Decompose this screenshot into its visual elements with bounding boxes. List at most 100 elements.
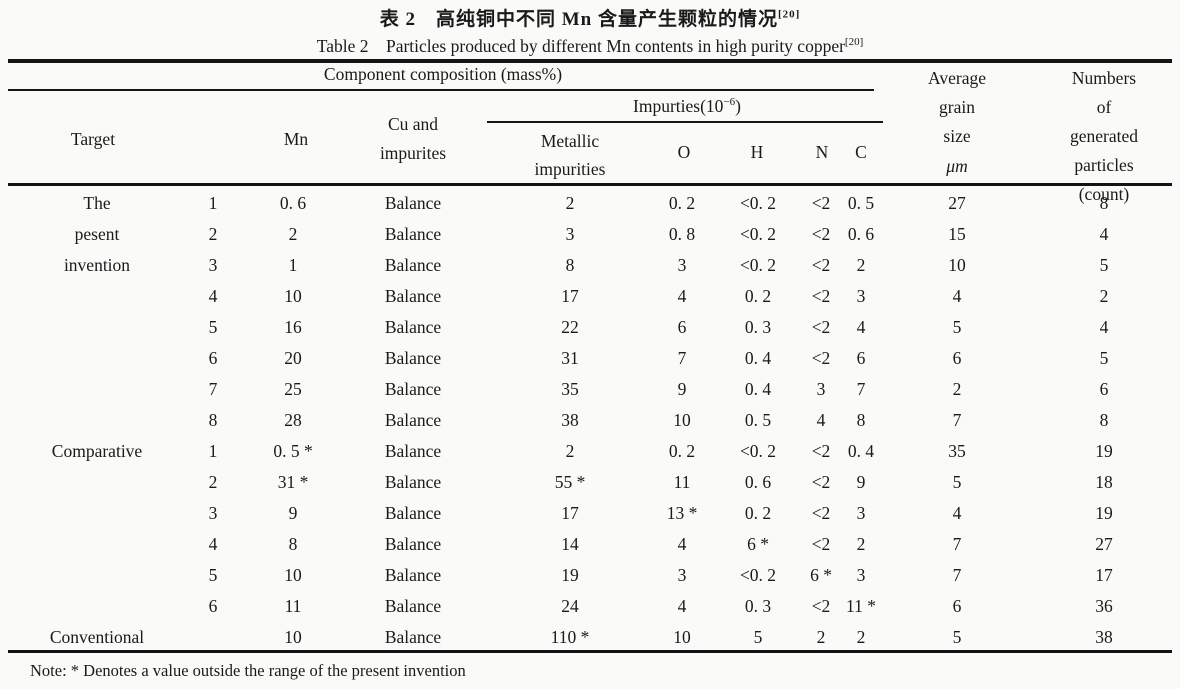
cell-particles: 19 — [1095, 503, 1113, 523]
cell-n: <2 — [811, 441, 831, 461]
cell-no: 2 — [208, 472, 218, 492]
cell-grain: 4 — [952, 503, 962, 523]
cell-mn: 2 — [288, 224, 298, 244]
cell-grain: 15 — [948, 224, 966, 244]
cell-grain: 5 — [952, 317, 962, 337]
table-row: 6 20 Balance 31 7 0. 4 <2 6 6 5 — [0, 343, 1180, 374]
cell-target: The — [83, 193, 111, 213]
cell-cu: Balance — [384, 348, 442, 368]
cell-metallic: 110 * — [550, 627, 590, 647]
cell-h: 0. 2 — [744, 286, 772, 306]
cell-c: 7 — [856, 379, 866, 399]
cell-h: <0. 2 — [739, 441, 777, 461]
cell-mn: 28 — [284, 410, 302, 430]
cell-particles: 17 — [1095, 565, 1113, 585]
cell-particles: 8 — [1099, 410, 1109, 430]
cell-c: 2 — [856, 534, 866, 554]
cell-n: <2 — [811, 472, 831, 492]
header-bottom-rule — [8, 183, 1172, 186]
cell-particles: 36 — [1095, 596, 1113, 616]
table-bottom-rule — [8, 650, 1172, 653]
cell-mn: 1 — [288, 255, 298, 275]
cell-target: invention — [63, 255, 131, 275]
cell-c: 2 — [856, 627, 866, 647]
cell-o: 11 — [673, 472, 691, 492]
cell-mn: 8 — [288, 534, 298, 554]
caption-en-text: Table 2 Particles produced by different … — [316, 36, 845, 56]
cell-n: 6 * — [810, 565, 832, 585]
cell-grain: 4 — [952, 286, 962, 306]
cell-n: <2 — [811, 534, 831, 554]
cell-n: 3 — [816, 379, 826, 399]
table-row: pesent 2 2 Balance 3 0. 8 <0. 2 <2 0. 6 15 4 — [0, 219, 1180, 250]
table-row: 6 11 Balance 24 4 0. 3 <2 11 * 6 36 — [0, 591, 1180, 622]
cell-c: 3 — [856, 286, 866, 306]
cell-cu: Balance — [384, 627, 442, 647]
cell-no: 6 — [208, 596, 218, 616]
cell-grain: 5 — [952, 627, 962, 647]
component-composition-rule — [8, 89, 874, 91]
cell-no: 2 — [208, 224, 218, 244]
cell-cu: Balance — [384, 255, 442, 275]
cell-no: 6 — [208, 348, 218, 368]
header-oxygen: O — [677, 142, 691, 162]
cell-particles: 4 — [1099, 317, 1109, 337]
cell-particles: 8 — [1099, 193, 1109, 213]
cell-n: <2 — [811, 348, 831, 368]
table-row: 2 31 * Balance 55 * 11 0. 6 <2 9 5 18 — [0, 467, 1180, 498]
cell-cu: Balance — [384, 534, 442, 554]
table-caption-chinese: 表 2 高纯铜中不同 Mn 含量产生颗粒的情况[20] — [380, 4, 801, 31]
cell-particles: 18 — [1095, 472, 1113, 492]
cell-h: 0. 4 — [744, 379, 772, 399]
table-caption-english: Table 2 Particles produced by different … — [317, 33, 864, 58]
cell-o: 6 — [677, 317, 687, 337]
table-row: 5 10 Balance 19 3 <0. 2 6 * 3 7 17 — [0, 560, 1180, 591]
cell-o: 10 — [673, 410, 691, 430]
table-row: Comparative 1 0. 5 * Balance 2 0. 2 <0. 2 <2 0. … — [0, 436, 1180, 467]
cell-n: <2 — [811, 503, 831, 523]
table-row: 5 16 Balance 22 6 0. 3 <2 4 5 4 — [0, 312, 1180, 343]
table-footnote: Note: * Denotes a value outside the rang… — [30, 661, 466, 680]
cell-particles: 5 — [1099, 348, 1109, 368]
cell-grain: 27 — [948, 193, 966, 213]
cell-no: 7 — [208, 379, 218, 399]
cell-h: 5 — [753, 627, 763, 647]
table-row: 4 8 Balance 14 4 6 * <2 2 7 27 — [0, 529, 1180, 560]
cell-grain: 6 — [952, 596, 962, 616]
cell-mn: 11 — [284, 596, 302, 616]
cell-particles: 38 — [1095, 627, 1113, 647]
cell-o: 9 — [677, 379, 687, 399]
cell-metallic: 2 — [565, 441, 575, 461]
table-row: Conventional 10 Balance 110 * 10 5 2 2 5 38 — [0, 622, 1180, 653]
cell-mn: 25 — [284, 379, 302, 399]
caption-zh-text: 表 2 高纯铜中不同 Mn 含量产生颗粒的情况 — [379, 9, 778, 30]
cell-metallic: 24 — [561, 596, 579, 616]
cell-o: 13 * — [666, 503, 698, 523]
cell-cu: Balance — [384, 286, 442, 306]
cell-mn: 0. 5 * — [273, 441, 313, 461]
cell-metallic: 35 — [561, 379, 579, 399]
cell-metallic: 14 — [561, 534, 579, 554]
header-target: Target — [70, 129, 116, 149]
cell-target: pesent — [74, 224, 120, 244]
cell-metallic: 22 — [561, 317, 579, 337]
table-row: 4 10 Balance 17 4 0. 2 <2 3 4 2 — [0, 281, 1180, 312]
cell-particles: 2 — [1099, 286, 1109, 306]
cell-o: 4 — [677, 286, 687, 306]
header-metallic-impurities: Metallic impurities — [534, 131, 606, 179]
cell-no: 5 — [208, 565, 218, 585]
cell-c: 8 — [856, 410, 866, 430]
cell-metallic: 8 — [565, 255, 575, 275]
cell-grain: 10 — [948, 255, 966, 275]
cell-cu: Balance — [384, 193, 442, 213]
cell-c: 0. 6 — [847, 224, 875, 244]
header-hydrogen: H — [750, 142, 764, 162]
cell-mn: 0. 6 — [279, 193, 307, 213]
cell-no: 1 — [208, 193, 218, 213]
cell-grain: 7 — [952, 534, 962, 554]
header-carbon: C — [855, 142, 867, 162]
header-impurities-group: Impurties(10−6) — [633, 96, 741, 117]
cell-mn: 10 — [284, 286, 302, 306]
impurities-label-close: ) — [735, 96, 741, 116]
